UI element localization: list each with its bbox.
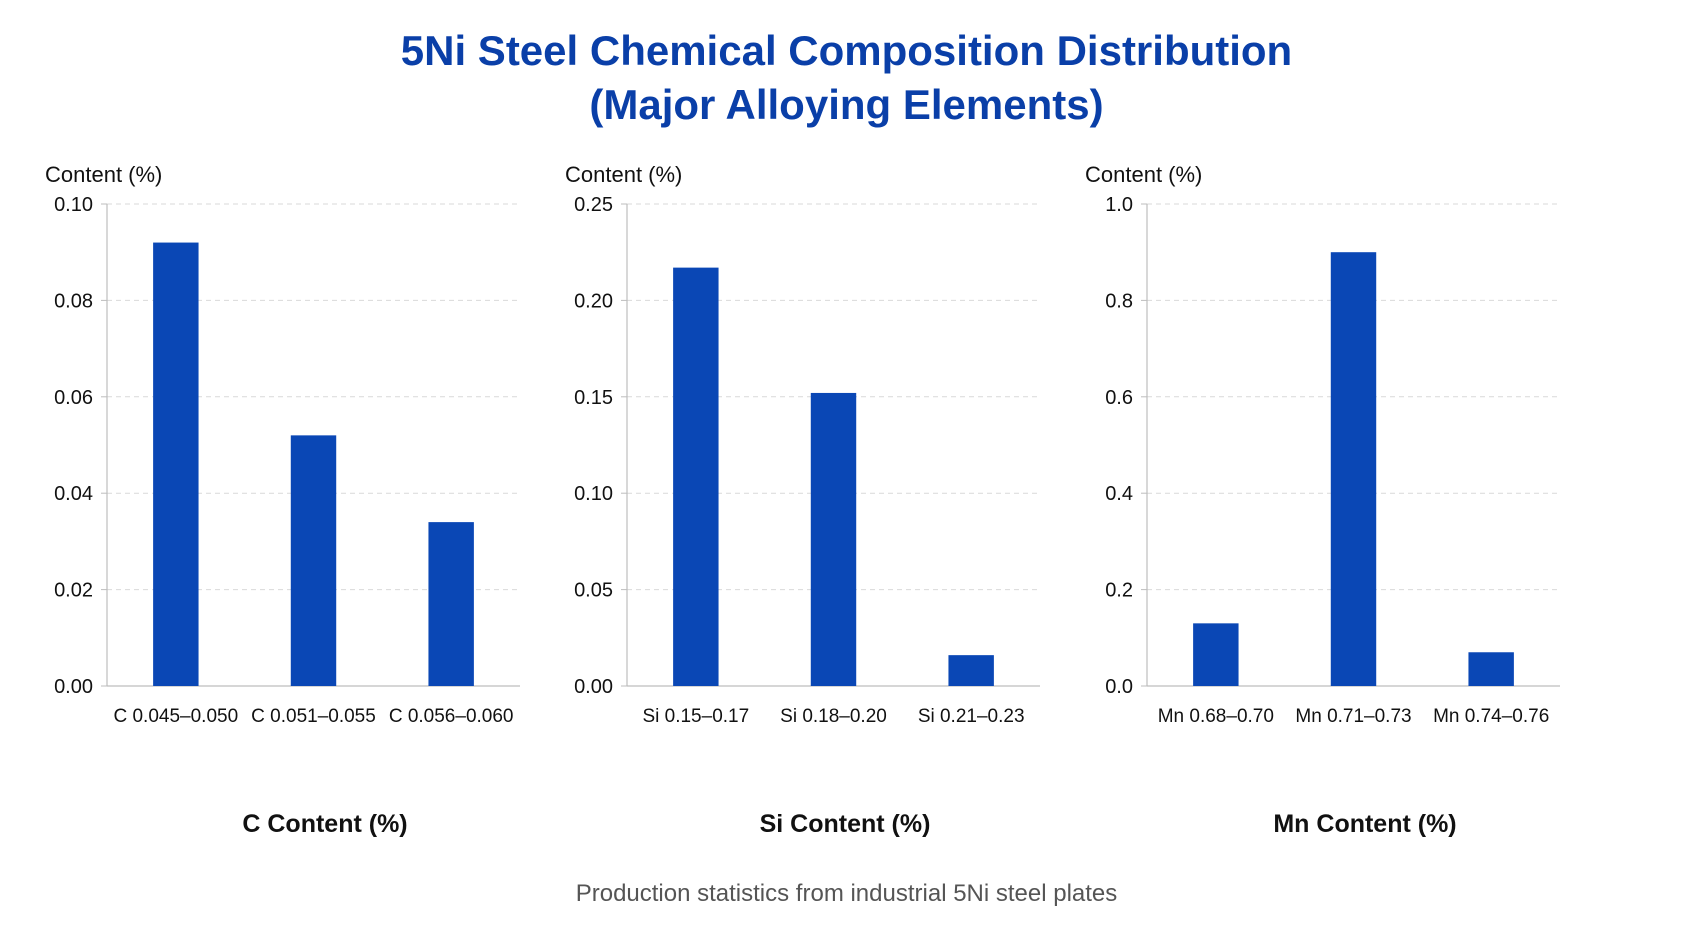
x-tick-label: C 0.045–0.050	[113, 706, 238, 727]
chart-panel-mn: Content (%) 0.0 0.2 0.4 0.6 0.8 1.0 Mn 0.68–0.…	[1085, 150, 1645, 850]
x-tick-label: Mn 0.68–0.70	[1158, 706, 1274, 727]
bar-chart-mn: 0.0 0.2 0.4 0.6 0.8 1.0 Mn 0.68–0.70 Mn 0.71–0.…	[1105, 194, 1560, 727]
chart-title-line1: 5Ni Steel Chemical Composition Distribut…	[400, 27, 1293, 74]
y-tick-label: 0.20	[574, 290, 613, 312]
y-tick-label: 0.00	[574, 676, 613, 698]
bar	[948, 655, 994, 686]
y-tick-label: 0.0	[1105, 676, 1133, 698]
footer-note: Production statistics from industrial 5N…	[575, 880, 1118, 907]
y-axis-label: Content (%)	[45, 162, 163, 187]
y-tick-label: 0.4	[1105, 483, 1133, 505]
y-tick-label: 0.04	[54, 483, 93, 505]
y-tick-label: 0.02	[54, 580, 93, 602]
bar	[1193, 623, 1239, 686]
bar-chart-c: 0.00 0.02 0.04 0.06 0.08 0.10 C 0.045–0.050 C 0…	[54, 194, 520, 727]
y-tick-label: 0.8	[1105, 290, 1133, 312]
y-axis-label: Content (%)	[565, 162, 683, 187]
x-tick-label: Si 0.15–0.17	[642, 706, 749, 727]
y-tick-label: 0.05	[574, 580, 613, 602]
y-tick-label: 0.6	[1105, 387, 1133, 409]
y-tick-label: 0.2	[1105, 580, 1133, 602]
y-tick-label: 0.06	[54, 387, 93, 409]
x-tick-label: C 0.051–0.055	[251, 706, 376, 727]
bar	[810, 392, 857, 686]
bar	[673, 267, 719, 686]
bar-chart-si: 0.00 0.05 0.10 0.15 0.20 0.25 Si 0.15–0.17 Si 0…	[574, 194, 1040, 727]
bar	[1330, 252, 1377, 686]
y-tick-label: 0.10	[574, 483, 613, 505]
y-tick-label: 1.0	[1105, 194, 1133, 216]
chart-panel-si: Content (%) 0.00 0.05 0.10 0.15 0.20 0.25 Si 0…	[565, 150, 1125, 850]
x-tick-label: Si 0.21–0.23	[918, 706, 1025, 727]
x-tick-label: Mn 0.74–0.76	[1433, 706, 1549, 727]
bar	[290, 435, 337, 686]
x-tick-label: Mn 0.71–0.73	[1295, 706, 1411, 727]
y-tick-label: 0.15	[574, 387, 613, 409]
y-tick-label: 0.00	[54, 676, 93, 698]
x-axis-title: C Content (%)	[242, 810, 408, 838]
y-axis-label: Content (%)	[1085, 162, 1203, 187]
x-tick-label: C 0.056–0.060	[389, 706, 514, 727]
chart-panel-c: Content (%) 0.00 0.02 0.04 0.06 0.08 0.10 C 0.…	[45, 150, 605, 850]
bar	[1468, 652, 1514, 686]
x-tick-label: Si 0.18–0.20	[780, 706, 887, 727]
y-tick-label: 0.10	[54, 194, 93, 216]
y-tick-label: 0.25	[574, 194, 613, 216]
bar	[153, 242, 199, 686]
bar	[428, 522, 474, 686]
y-tick-label: 0.08	[54, 290, 93, 312]
chart-title-line2: (Major Alloying Elements)	[589, 81, 1104, 128]
x-axis-title: Si Content (%)	[759, 810, 931, 838]
x-axis-title: Mn Content (%)	[1273, 810, 1457, 838]
chart-title: 5Ni Steel Chemical Composition Distribut…	[0, 24, 1693, 132]
